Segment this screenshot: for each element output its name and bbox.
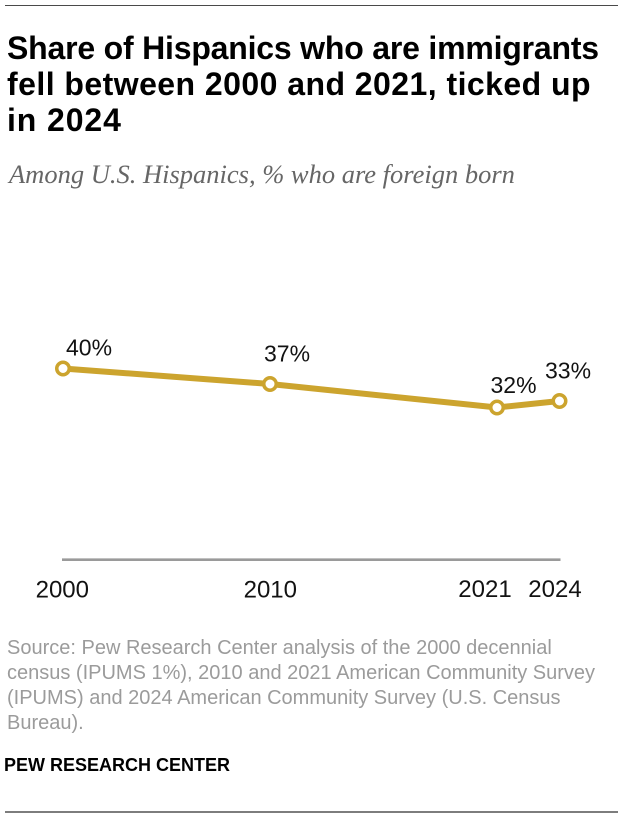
svg-text:2000: 2000 bbox=[36, 577, 89, 604]
svg-text:40%: 40% bbox=[66, 334, 112, 360]
svg-text:33%: 33% bbox=[545, 358, 591, 384]
svg-text:2010: 2010 bbox=[244, 577, 297, 604]
svg-text:2024: 2024 bbox=[528, 576, 581, 603]
svg-text:2021: 2021 bbox=[458, 576, 511, 603]
svg-text:32%: 32% bbox=[491, 372, 537, 398]
svg-text:37%: 37% bbox=[264, 340, 310, 366]
